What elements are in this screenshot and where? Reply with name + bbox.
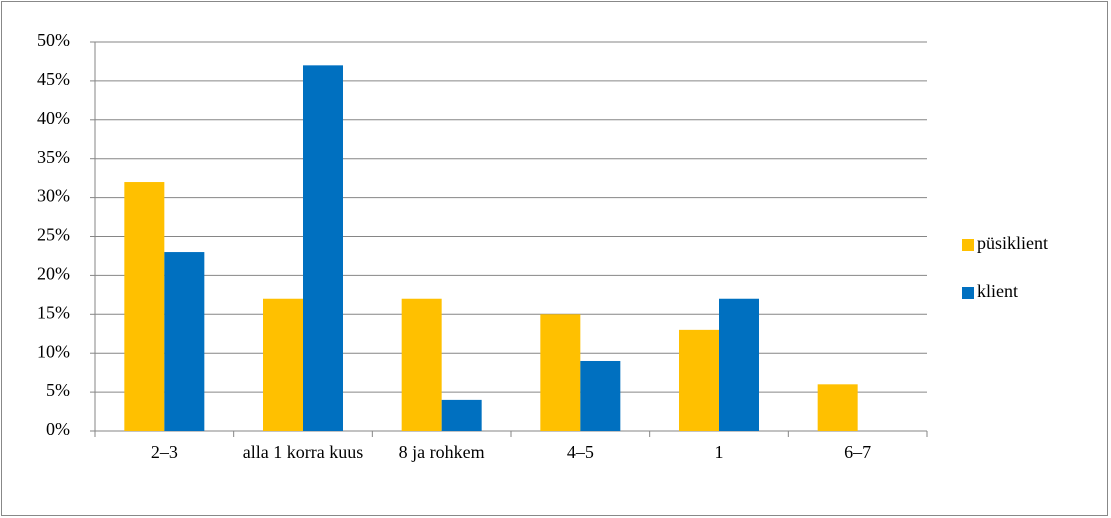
y-tick-label: 35%	[37, 147, 70, 167]
y-tick-label: 20%	[37, 264, 70, 284]
y-tick-label: 0%	[46, 419, 70, 439]
bar	[719, 298, 759, 431]
bar	[540, 314, 581, 431]
legend-label: klient	[977, 281, 1018, 301]
x-tick-label: alla 1 korra kuus	[242, 442, 364, 462]
bar	[164, 252, 205, 431]
legend-swatch	[962, 239, 974, 251]
x-tick-label: 1	[714, 442, 724, 462]
x-tick-label: 8 ja rohkem	[398, 442, 485, 462]
bar	[303, 65, 343, 431]
y-tick-label: 45%	[37, 69, 70, 89]
x-tick-label: 4–5	[566, 442, 594, 462]
x-tick-label: 6–7	[844, 442, 872, 462]
y-tick-label: 5%	[46, 380, 70, 400]
legend-label: püsiklient	[977, 233, 1048, 253]
y-tick-label: 50%	[37, 30, 70, 50]
x-tick-label: 2–3	[150, 442, 178, 462]
y-tick-label: 15%	[37, 302, 70, 322]
y-tick-label: 30%	[37, 186, 70, 206]
y-tick-label: 25%	[37, 225, 70, 245]
bar	[441, 399, 482, 431]
bar	[817, 384, 858, 431]
y-tick-label: 10%	[37, 341, 70, 361]
bar	[580, 360, 621, 431]
bar	[263, 298, 303, 431]
legend-swatch	[962, 287, 974, 299]
bar	[679, 329, 719, 431]
y-tick-label: 40%	[37, 108, 70, 128]
bar	[401, 298, 442, 431]
bar	[124, 182, 165, 431]
